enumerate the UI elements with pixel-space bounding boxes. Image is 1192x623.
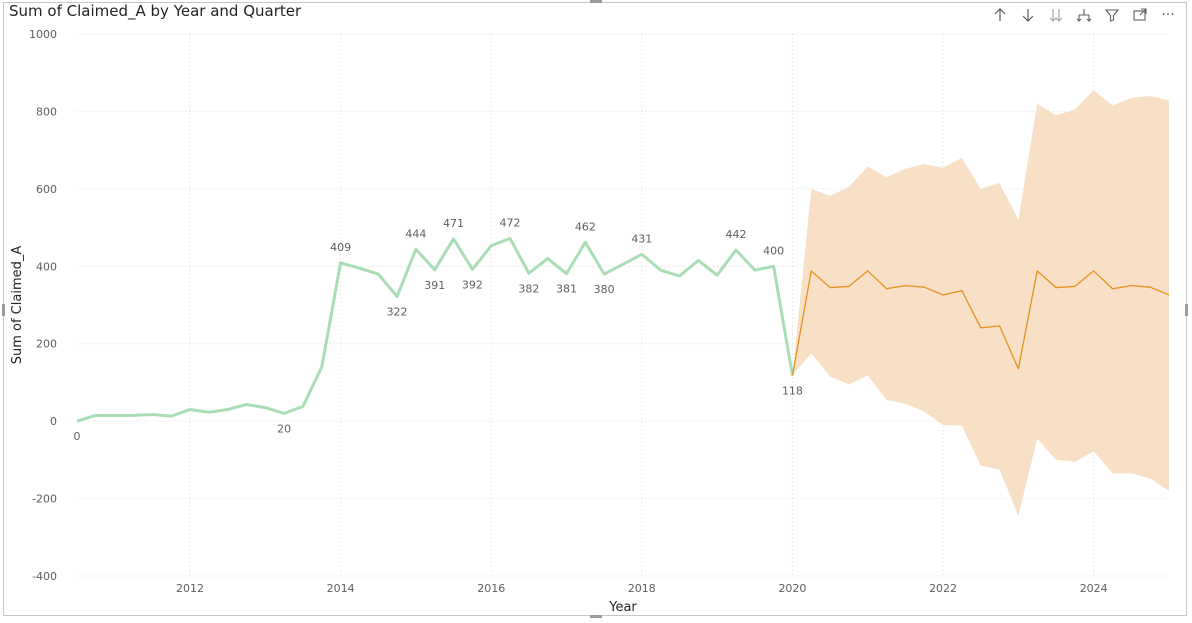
y-tick-label: 600: [36, 183, 57, 196]
x-tick-label: 2024: [1080, 582, 1108, 595]
data-label: 380: [594, 283, 615, 296]
y-tick-label: 400: [36, 260, 57, 273]
forecast-series-line[interactable]: [791, 270, 1170, 376]
arrow-up-icon[interactable]: [990, 6, 1010, 24]
data-label: 392: [462, 278, 483, 291]
data-label: 444: [405, 227, 426, 240]
x-tick-label: 2012: [176, 582, 204, 595]
y-tick-label: 800: [36, 105, 57, 118]
series-lines: [76, 236, 1170, 423]
resize-handle-bottom[interactable]: [590, 615, 602, 618]
resize-handle-top[interactable]: [590, 0, 602, 3]
actual-series-line[interactable]: [76, 236, 794, 423]
x-tick-label: 2020: [778, 582, 806, 595]
resize-handle-right[interactable]: [1185, 304, 1188, 316]
data-label: 381: [556, 283, 577, 296]
chart-title: Sum of Claimed_A by Year and Quarter: [9, 2, 302, 20]
data-label: 462: [575, 220, 596, 233]
data-labels: 0 20 409 322 444 391 471 392 472 382 381 462 380 431 4…: [74, 216, 803, 443]
x-tick-label: 2014: [327, 582, 355, 595]
y-tick-label: 200: [36, 338, 57, 351]
double-arrow-down-icon[interactable]: [1046, 6, 1066, 24]
focus-mode-icon[interactable]: [1130, 6, 1150, 24]
forecast-band-area: [792, 90, 1169, 516]
data-label: 400: [763, 244, 784, 257]
y-tick-label: 0: [50, 415, 57, 428]
y-axis: -400 -200 0 200 400 600 800 1000: [29, 28, 57, 583]
x-axis: 2012 2014 2016 2018 2020 2022 2024: [176, 582, 1108, 595]
filter-icon[interactable]: [1102, 6, 1122, 24]
forecast-confidence-band: [792, 90, 1169, 516]
resize-handle-left[interactable]: [2, 304, 5, 316]
data-label: 472: [500, 216, 521, 229]
data-label: 391: [424, 279, 445, 292]
y-tick-label: 1000: [29, 28, 57, 41]
arrow-down-icon[interactable]: [1018, 6, 1038, 24]
more-options-icon[interactable]: ···: [1161, 7, 1175, 23]
x-tick-label: 2016: [477, 582, 505, 595]
data-label: 322: [387, 305, 408, 318]
y-tick-label: -200: [32, 493, 57, 506]
data-label: 431: [631, 232, 652, 245]
data-label: 442: [725, 228, 746, 241]
y-tick-label: -400: [32, 570, 57, 583]
y-axis-title: Sum of Claimed_A: [10, 246, 25, 365]
data-label: 118: [782, 384, 803, 397]
data-label: 0: [74, 430, 81, 443]
data-label: 382: [518, 282, 539, 295]
expand-hierarchy-icon[interactable]: [1074, 6, 1094, 24]
x-tick-label: 2022: [929, 582, 957, 595]
x-axis-title: Year: [608, 600, 637, 615]
x-tick-label: 2018: [628, 582, 656, 595]
data-label: 20: [277, 422, 291, 435]
data-label: 409: [330, 241, 351, 254]
visual-header-toolbar: ···: [990, 6, 1178, 24]
data-label: 471: [443, 217, 464, 230]
